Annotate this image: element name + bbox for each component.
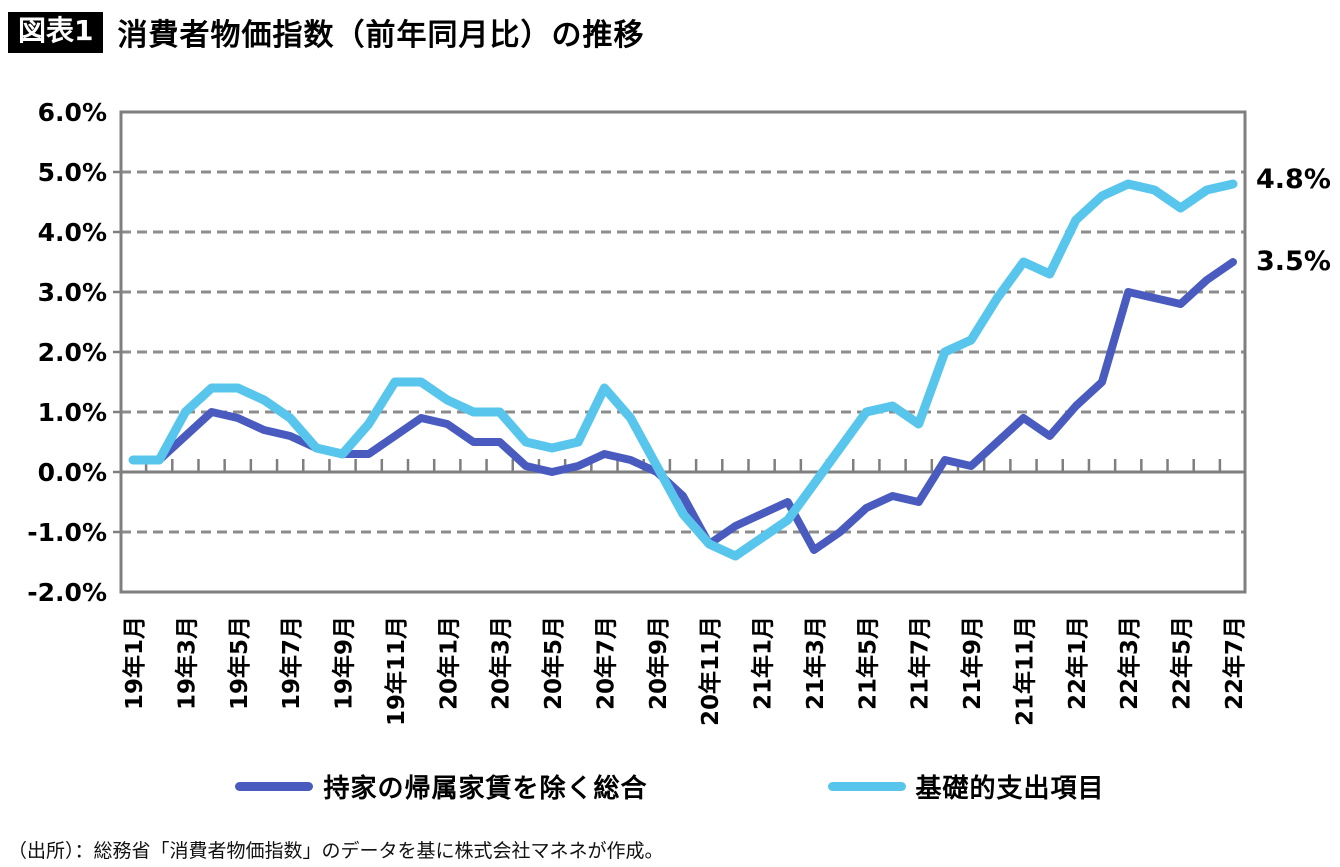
x-axis-label: 20年5月 [540, 616, 567, 710]
y-axis-label: -2.0% [27, 578, 107, 607]
y-axis-label: 1.0% [38, 398, 107, 427]
legend: 持家の帰属家賃を除く総合 基礎的支出項目 [0, 768, 1340, 805]
x-axis-label: 21年3月 [802, 616, 829, 710]
x-axis-label: 21年1月 [750, 616, 777, 710]
x-axis-label: 22年7月 [1221, 616, 1248, 710]
x-axis-label: 20年11月 [697, 616, 724, 726]
x-axis-label: 19年3月 [173, 616, 200, 710]
x-axis-label: 22年5月 [1169, 616, 1196, 710]
y-axis-label: 5.0% [38, 158, 107, 187]
legend-line-swatch-light-blue [827, 782, 906, 791]
y-axis-label: -1.0% [27, 518, 107, 547]
legend-item-total-ex-rent: 持家の帰属家賃を除く総合 [235, 768, 647, 805]
legend-label: 基礎的支出項目 [915, 774, 1105, 804]
x-axis-label: 19年7月 [278, 616, 305, 710]
x-axis-label: 19年5月 [226, 616, 253, 710]
legend-line-swatch-dark-blue [235, 782, 314, 791]
plot-border [119, 110, 1247, 594]
legend-label: 持家の帰属家賃を除く総合 [323, 774, 648, 804]
x-axis-label: 19年1月 [121, 616, 148, 710]
series-end-label-total-ex-rent: 3.5% [1256, 246, 1331, 277]
line-chart: 6.0% 5.0% 4.0% 3.0% 2.0% 1.0% 0.0% -1.0% -2.0% 19… [27, 98, 1248, 726]
page-title: 消費者物価指数（前年同月比）の推移 [117, 18, 645, 53]
series-line-basic-expenditure [128, 179, 1238, 561]
x-axis-label: 19年11月 [383, 616, 410, 726]
x-axis-label: 19年9月 [331, 616, 358, 710]
x-axis-label: 22年1月 [1064, 616, 1091, 710]
x-axis-label: 20年9月 [645, 616, 672, 710]
x-axis-label: 21年5月 [854, 616, 881, 710]
x-axis-label: 21年7月 [907, 616, 934, 710]
y-axis-label: 3.0% [38, 278, 107, 307]
x-axis-label: 20年3月 [488, 616, 515, 710]
source-note: （出所）：総務省「消費者物価指数」のデータを基に株式会社マネネが作成。 [8, 840, 664, 862]
y-axis-label: 4.0% [38, 218, 107, 247]
title-row: 図表1 消費者物価指数（前年同月比）の推移 [8, 10, 644, 54]
x-axis-label: 20年1月 [435, 616, 462, 710]
title-badge: 図表1 [8, 11, 104, 53]
legend-item-basic-expenditure: 基礎的支出項目 [827, 768, 1105, 805]
x-axis-label: 21年9月 [959, 616, 986, 710]
x-axis-label: 21年11月 [1011, 616, 1038, 726]
series-end-label-basic-expenditure: 4.8% [1256, 164, 1331, 195]
y-axis-label: 2.0% [38, 338, 107, 367]
x-axis-label: 20年7月 [592, 616, 619, 710]
y-axis-label: 6.0% [38, 98, 107, 127]
y-axis-label: 0.0% [38, 458, 107, 487]
x-axis-label: 22年3月 [1116, 616, 1143, 710]
